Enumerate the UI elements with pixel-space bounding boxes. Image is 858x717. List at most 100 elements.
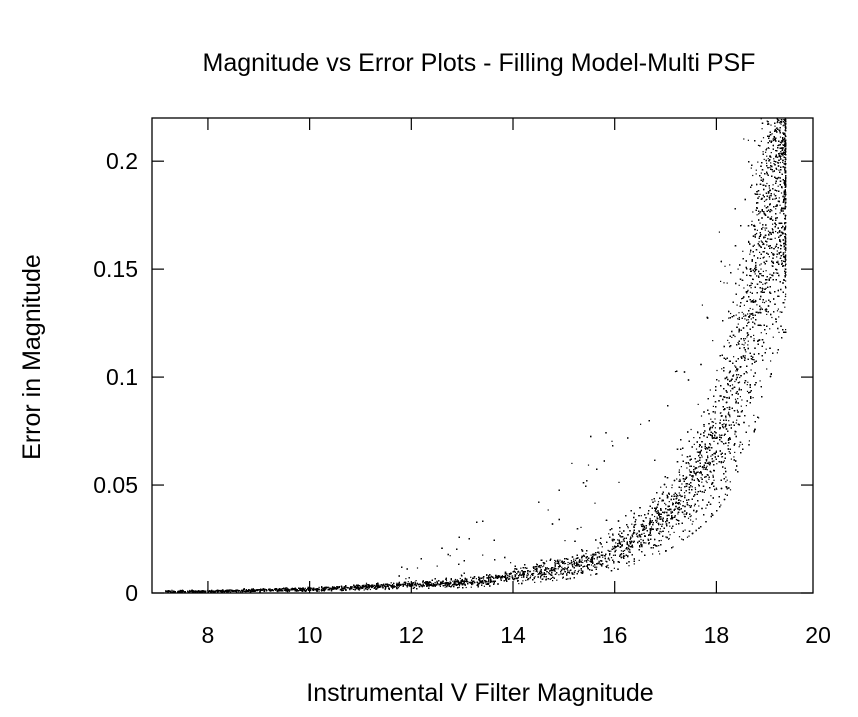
data-point — [766, 313, 768, 315]
data-point — [776, 122, 778, 124]
data-point — [593, 554, 595, 556]
data-point — [748, 425, 750, 427]
data-point — [640, 515, 642, 517]
data-point — [564, 567, 566, 569]
data-point — [688, 505, 690, 507]
data-point — [627, 549, 629, 551]
data-point — [460, 574, 462, 576]
data-point — [643, 532, 645, 534]
data-point — [750, 287, 752, 289]
data-point — [657, 501, 660, 503]
data-point — [665, 504, 667, 506]
data-point — [607, 567, 610, 569]
data-point — [730, 424, 732, 426]
data-point — [627, 525, 629, 528]
data-point — [748, 440, 750, 442]
data-point — [693, 443, 695, 445]
data-point — [734, 365, 736, 367]
data-point — [690, 428, 692, 431]
data-point — [237, 591, 239, 593]
data-point — [765, 151, 767, 153]
data-point — [772, 139, 775, 142]
data-point — [763, 251, 765, 253]
data-point — [534, 581, 536, 583]
data-point — [562, 572, 564, 574]
data-point — [564, 540, 566, 542]
data-point — [785, 225, 787, 227]
data-point — [554, 562, 556, 564]
data-point — [744, 355, 746, 357]
data-point — [765, 199, 767, 201]
data-point — [641, 526, 644, 528]
data-point — [747, 313, 749, 315]
data-point — [780, 123, 782, 125]
data-point — [785, 280, 787, 282]
data-point — [736, 409, 738, 411]
data-point — [758, 196, 760, 198]
data-point — [509, 578, 511, 580]
data-point — [573, 573, 575, 575]
data-point — [783, 248, 786, 250]
data-point — [739, 444, 741, 446]
data-point — [762, 243, 764, 246]
data-point — [775, 208, 777, 210]
data-point — [177, 590, 179, 592]
data-point — [772, 336, 774, 338]
data-point — [632, 536, 634, 538]
data-point — [601, 546, 603, 548]
data-point — [753, 300, 755, 303]
data-point — [640, 541, 642, 544]
data-point — [634, 532, 636, 534]
data-point — [416, 567, 419, 569]
data-point — [782, 125, 784, 127]
data-point — [656, 516, 658, 518]
data-point — [743, 315, 745, 317]
data-point — [777, 156, 779, 158]
data-point — [769, 328, 771, 330]
data-point — [318, 586, 320, 588]
data-point — [743, 344, 745, 346]
data-point — [566, 573, 568, 575]
data-point — [768, 192, 770, 194]
data-point — [578, 569, 580, 571]
data-point — [779, 156, 781, 158]
data-point — [671, 484, 673, 486]
data-point — [776, 256, 778, 258]
data-point — [541, 574, 543, 576]
data-point — [434, 581, 436, 584]
data-point — [514, 568, 516, 570]
data-point — [659, 530, 661, 532]
data-point — [770, 124, 772, 126]
data-point — [728, 451, 730, 453]
data-point — [668, 531, 670, 533]
data-point — [705, 476, 707, 478]
data-point — [676, 507, 678, 509]
data-point — [783, 124, 785, 126]
data-point — [755, 173, 757, 175]
data-point — [778, 331, 780, 333]
data-point — [777, 308, 779, 310]
data-point — [383, 585, 385, 587]
data-point — [737, 318, 739, 320]
data-point — [784, 201, 786, 203]
data-point — [756, 275, 758, 277]
data-point — [716, 463, 718, 465]
data-point — [482, 578, 485, 580]
data-point — [766, 155, 768, 157]
data-point — [250, 589, 252, 591]
data-point — [406, 586, 408, 588]
data-point — [760, 291, 762, 293]
data-point — [726, 479, 728, 481]
data-point — [446, 583, 448, 586]
data-point — [636, 532, 638, 534]
data-point — [566, 568, 568, 570]
data-point — [680, 487, 682, 489]
data-point — [294, 588, 296, 591]
data-point — [756, 214, 758, 216]
data-point — [358, 589, 360, 591]
data-point — [629, 538, 631, 540]
data-point — [289, 589, 291, 591]
data-point — [738, 446, 740, 448]
data-point — [626, 541, 628, 543]
data-point — [509, 576, 511, 578]
